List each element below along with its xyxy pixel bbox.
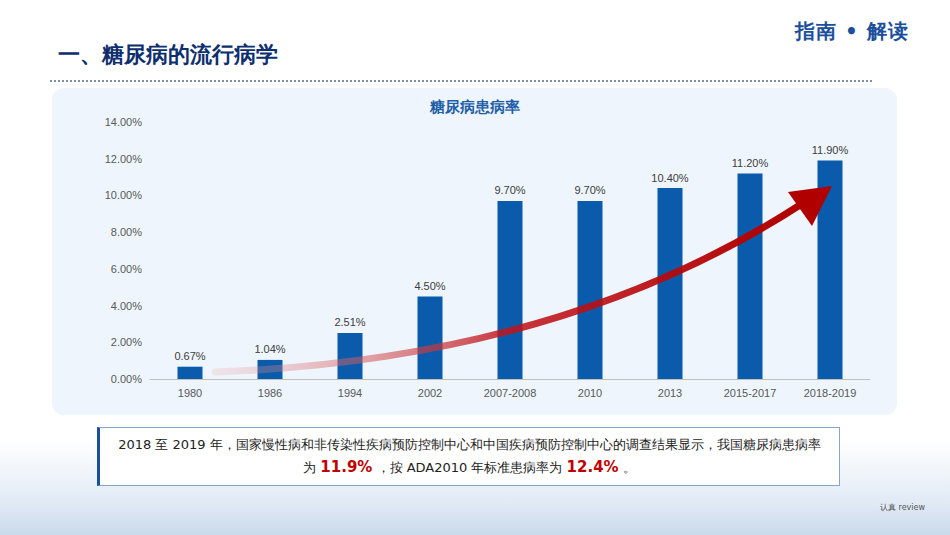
svg-text:1980: 1980 bbox=[178, 387, 202, 399]
svg-text:1994: 1994 bbox=[338, 387, 362, 399]
svg-text:11.20%: 11.20% bbox=[732, 157, 769, 169]
svg-text:6.00%: 6.00% bbox=[111, 263, 142, 275]
svg-text:2007-2008: 2007-2008 bbox=[484, 387, 537, 399]
svg-text:2.51%: 2.51% bbox=[334, 316, 365, 328]
svg-text:0.67%: 0.67% bbox=[174, 350, 205, 362]
svg-text:11.90%: 11.90% bbox=[812, 144, 849, 156]
html-text:认真 review: 认真 review bbox=[880, 503, 925, 512]
svg-text:2013: 2013 bbox=[658, 387, 682, 399]
svg-text:2018-2019: 2018-2019 bbox=[804, 387, 857, 399]
svg-text:4.50%: 4.50% bbox=[414, 280, 445, 292]
svg-text:2010: 2010 bbox=[578, 387, 602, 399]
html-text:指南 • 解读: 指南 • 解读 bbox=[795, 19, 909, 43]
svg-text:糖尿病患病率: 糖尿病患病率 bbox=[429, 98, 520, 116]
html-text:一、糖尿病的流行病学: 一、糖尿病的流行病学 bbox=[58, 42, 278, 67]
svg-text:8.00%: 8.00% bbox=[111, 226, 142, 238]
svg-text:2.00%: 2.00% bbox=[111, 336, 142, 348]
svg-text:9.70%: 9.70% bbox=[574, 184, 605, 196]
svg-text:2002: 2002 bbox=[418, 387, 442, 399]
svg-text:9.70%: 9.70% bbox=[494, 184, 525, 196]
html-text:2018 至 2019 年，国家慢性病和非传染性疾病预防控制: 2018 至 2019 年，国家慢性病和非传染性疾病预防控制中心和中国疾病预防控… bbox=[118, 437, 821, 476]
svg-text:10.40%: 10.40% bbox=[651, 172, 689, 184]
svg-text:12.00%: 12.00% bbox=[105, 153, 143, 165]
svg-text:1986: 1986 bbox=[258, 387, 282, 399]
svg-text:10.00%: 10.00% bbox=[105, 189, 143, 201]
svg-text:14.00%: 14.00% bbox=[105, 116, 143, 128]
svg-text:2015-2017: 2015-2017 bbox=[724, 387, 777, 399]
svg-text:0.00%: 0.00% bbox=[111, 373, 142, 385]
svg-text:4.00%: 4.00% bbox=[111, 300, 142, 312]
svg-text:1.04%: 1.04% bbox=[254, 343, 285, 355]
